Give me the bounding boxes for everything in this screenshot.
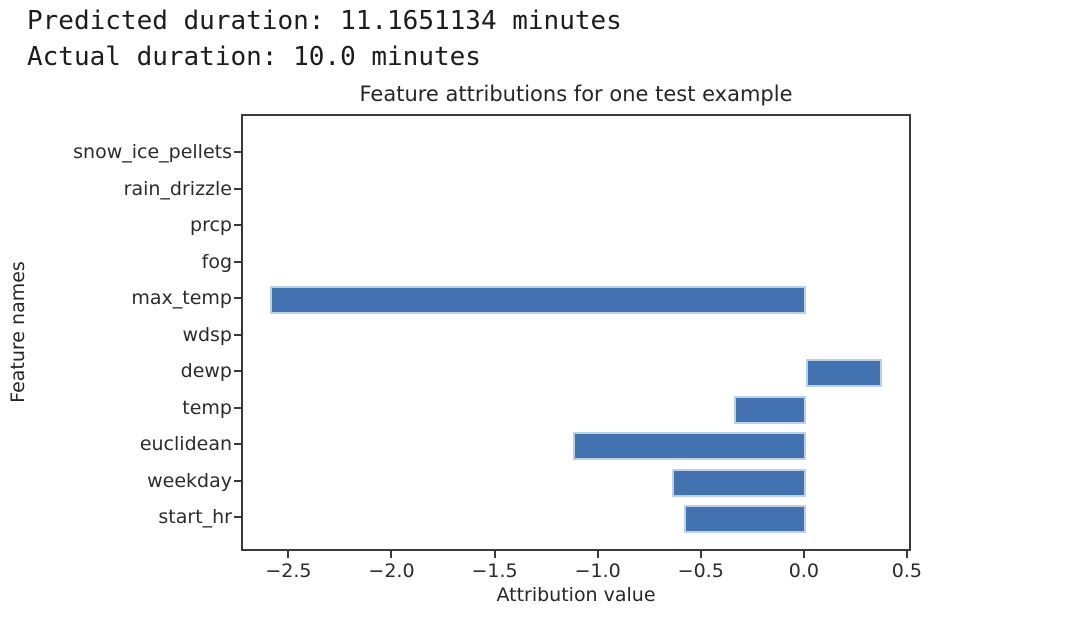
y-tick-label-wdsp: wdsp: [182, 323, 232, 346]
actual-duration-text: Actual duration: 10.0 minutes: [27, 42, 481, 72]
y-tick-prcp: [234, 224, 241, 226]
y-tick-label-weekday: weekday: [147, 469, 232, 492]
x-tick-label-−2.0: −2.0: [368, 560, 415, 582]
plot-area: [241, 114, 911, 551]
y-tick-start_hr: [234, 516, 241, 518]
y-tick-weekday: [234, 479, 241, 482]
y-tick-label-temp: temp: [182, 396, 232, 419]
predicted-duration-text: Predicted duration: 11.1651134 minutes: [27, 6, 622, 36]
bar-weekday: [671, 468, 806, 497]
x-tick-−2.0: [390, 551, 393, 558]
y-tick-label-prcp: prcp: [190, 214, 232, 236]
y-tick-euclidean: [234, 443, 241, 445]
bar-max_temp: [269, 286, 806, 314]
x-tick-−1.0: [596, 551, 599, 558]
bar-euclidean: [572, 432, 806, 460]
bar-start_hr: [684, 505, 806, 533]
x-tick-label-−1.0: −1.0: [574, 560, 621, 582]
chart-title: Feature attributions for one test exampl…: [359, 82, 793, 106]
bar-temp: [733, 395, 806, 424]
console-output: Predicted duration: 11.1651134 minutes A…: [27, 3, 622, 75]
y-tick-wdsp: [234, 333, 241, 336]
y-tick-label-max_temp: max_temp: [131, 287, 232, 309]
y-tick-dewp: [234, 370, 241, 372]
x-tick-−0.5: [699, 551, 702, 558]
x-axis-label: Attribution value: [496, 584, 656, 606]
y-tick-fog: [234, 260, 241, 263]
bar-dewp: [805, 359, 883, 387]
x-tick-0.5: [905, 551, 908, 558]
x-tick-label-−1.5: −1.5: [471, 560, 518, 582]
y-tick-snow_ice_pellets: [234, 151, 241, 153]
x-tick-label-−2.5: −2.5: [265, 560, 312, 582]
y-tick-max_temp: [234, 297, 241, 299]
x-tick-label-0.5: 0.5: [891, 560, 922, 582]
x-tick-label-0.0: 0.0: [788, 560, 819, 582]
x-tick-0.0: [802, 551, 805, 558]
y-tick-label-fog: fog: [201, 250, 232, 273]
x-tick-label-−0.5: −0.5: [677, 560, 724, 582]
y-tick-label-snow_ice_pellets: snow_ice_pellets: [73, 141, 232, 163]
x-tick-−1.5: [493, 551, 496, 558]
y-tick-label-euclidean: euclidean: [139, 433, 232, 455]
y-tick-rain_drizzle: [234, 187, 241, 190]
y-tick-label-rain_drizzle: rain_drizzle: [123, 177, 232, 200]
x-tick-−2.5: [287, 551, 290, 558]
y-tick-label-start_hr: start_hr: [158, 506, 232, 528]
y-tick-temp: [234, 406, 241, 409]
y-tick-label-dewp: dewp: [180, 360, 232, 382]
y-axis-label: Feature names: [7, 261, 29, 403]
